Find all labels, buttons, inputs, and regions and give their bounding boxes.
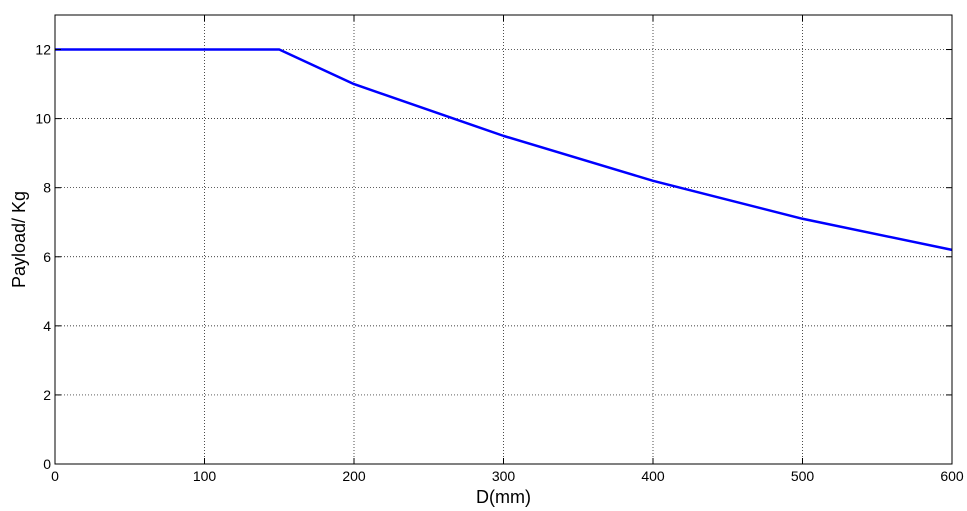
y-tick-label: 6	[43, 249, 51, 265]
y-tick-label: 0	[43, 456, 51, 472]
plot-background	[55, 15, 952, 464]
series-layer	[55, 48, 953, 252]
grid	[55, 15, 952, 464]
x-tick-label: 600	[940, 468, 964, 484]
y-axis-label: Payload/ Kg	[9, 191, 29, 288]
x-tick-label: 100	[193, 468, 217, 484]
x-tick-label: 0	[51, 468, 59, 484]
y-tick-label: 2	[43, 387, 51, 403]
x-tick-label: 200	[342, 468, 366, 484]
x-tick-label: 500	[791, 468, 815, 484]
y-tick-label: 10	[35, 111, 51, 127]
y-tick-label: 4	[43, 318, 51, 334]
x-tick-label: 400	[641, 468, 665, 484]
payload-series-line	[55, 48, 953, 252]
y-tick-label: 12	[35, 42, 51, 58]
ticks: 0 100 200 300 400 500 600 0 2 4 6 8 10 12	[35, 15, 964, 484]
y-tick-label: 8	[43, 180, 51, 196]
x-tick-label: 300	[492, 468, 516, 484]
x-axis-label: D(mm)	[476, 487, 531, 507]
